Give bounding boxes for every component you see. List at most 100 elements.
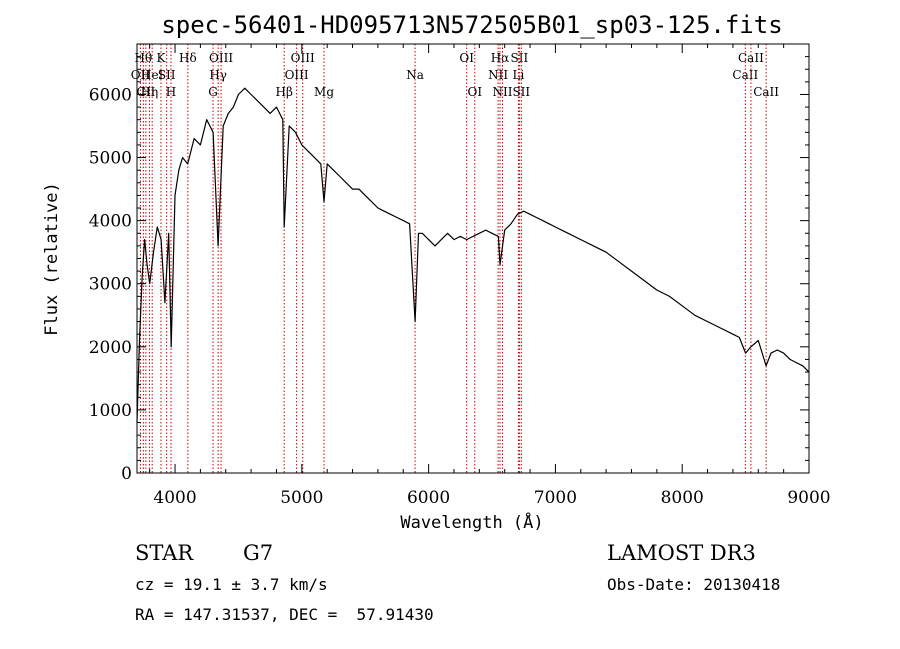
data-point-99 (776, 349, 778, 351)
data-point-1 (139, 340, 140, 341)
data-point-66 (485, 229, 487, 231)
data-point-91 (719, 327, 721, 329)
data-point-103 (802, 365, 804, 367)
data-point-49 (383, 210, 385, 212)
data-point-13 (178, 169, 180, 171)
data-point-46 (364, 195, 366, 196)
data-point-5 (149, 283, 151, 285)
x-tick-label-4: 8000 (661, 488, 704, 508)
data-point-35 (301, 144, 303, 146)
marker-label-6: SII (158, 68, 176, 82)
data-point-94 (745, 352, 746, 354)
data-point-30 (276, 106, 277, 108)
data-point-71 (510, 223, 512, 225)
marker-label-8: Hδ (179, 51, 197, 65)
data-point-38 (320, 163, 322, 165)
data-point-60 (447, 232, 448, 234)
x-tick-label-0: 4000 (153, 488, 196, 508)
data-point-59 (440, 239, 442, 241)
y-axis: 0 1000 2000 3000 4000 5000 6000 (89, 43, 809, 484)
data-point-33 (288, 125, 290, 127)
marker-label-26: CaII (738, 51, 764, 65)
data-point-4 (146, 264, 148, 266)
data-point-12 (174, 195, 176, 196)
data-point-14 (182, 157, 184, 159)
x-tick-label-3: 7000 (534, 488, 577, 508)
marker-label-3: Hη (141, 85, 159, 99)
data-point-3 (144, 239, 146, 241)
data-point-102 (795, 362, 797, 363)
data-point-96 (757, 340, 759, 341)
data-point-80 (580, 239, 582, 241)
data-point-76 (542, 220, 544, 222)
marker-label-25: CaII (732, 68, 758, 82)
data-point-83 (618, 261, 620, 263)
data-point-2 (141, 277, 143, 278)
data-point-98 (770, 352, 772, 354)
data-point-70 (504, 229, 506, 231)
marker-label-15: Mg (314, 85, 334, 99)
data-point-31 (282, 119, 284, 121)
data-point-61 (453, 239, 455, 241)
marker-label-19: NII (488, 68, 508, 82)
data-point-44 (352, 188, 353, 190)
marker-label-24: SII (512, 85, 530, 99)
data-point-48 (377, 207, 379, 209)
data-point-23 (233, 106, 234, 108)
data-point-27 (257, 100, 258, 102)
data-point-67 (491, 232, 493, 234)
data-point-78 (555, 226, 556, 228)
marker-label-7: H (166, 85, 176, 99)
marker-label-14: OIII (291, 51, 315, 65)
data-point-11 (170, 346, 172, 348)
marker-label-11: OIII (209, 51, 233, 65)
data-point-21 (222, 125, 224, 127)
y-tick-label-4: 4000 (89, 212, 132, 232)
data-point-68 (498, 236, 499, 237)
plot-frame (136, 43, 810, 474)
y-tick-label-2: 2000 (89, 338, 132, 358)
chart-title: spec-56401-HD095713N572505B01_sp03-125.f… (161, 11, 782, 39)
object-class: STAR (135, 541, 194, 565)
data-point-72 (517, 213, 518, 215)
data-point-58 (434, 245, 436, 247)
data-point-84 (631, 270, 632, 272)
data-point-32 (283, 226, 285, 228)
data-point-88 (681, 305, 683, 307)
marker-label-12: Hβ (276, 85, 293, 99)
data-point-42 (339, 176, 341, 177)
marker-label-1: Hθ (134, 51, 152, 65)
data-point-69 (499, 264, 501, 266)
data-point-25 (244, 87, 246, 89)
marker-label-17: OI (459, 51, 474, 65)
data-point-26 (250, 94, 252, 95)
marker-label-16: Na (406, 68, 424, 82)
data-point-77 (548, 223, 550, 225)
data-point-34 (295, 131, 296, 133)
data-point-16 (193, 138, 195, 140)
marker-label-13: OIII (285, 68, 309, 82)
data-point-82 (605, 251, 607, 253)
data-point-93 (738, 337, 740, 338)
data-point-28 (263, 106, 265, 108)
marker-label-23: SII (511, 51, 529, 65)
data-point-79 (567, 232, 569, 234)
observation-date: Obs-Date: 20130418 (607, 575, 780, 594)
data-point-50 (390, 213, 391, 215)
data-point-18 (206, 119, 208, 121)
x-tick-label-1: 5000 (280, 488, 323, 508)
data-point-92 (732, 333, 734, 335)
object-subclass: G7 (243, 541, 273, 565)
data-point-24 (238, 94, 239, 95)
data-point-64 (472, 236, 474, 237)
data-point-19 (212, 131, 214, 133)
data-point-41 (333, 169, 334, 171)
data-point-20 (217, 245, 219, 247)
data-point-47 (371, 201, 372, 203)
data-point-45 (358, 188, 360, 190)
data-point-43 (345, 182, 347, 184)
redshift-cz: cz = 19.1 ± 3.7 km/s (135, 575, 328, 594)
data-point-29 (269, 113, 271, 114)
data-point-53 (409, 223, 410, 225)
